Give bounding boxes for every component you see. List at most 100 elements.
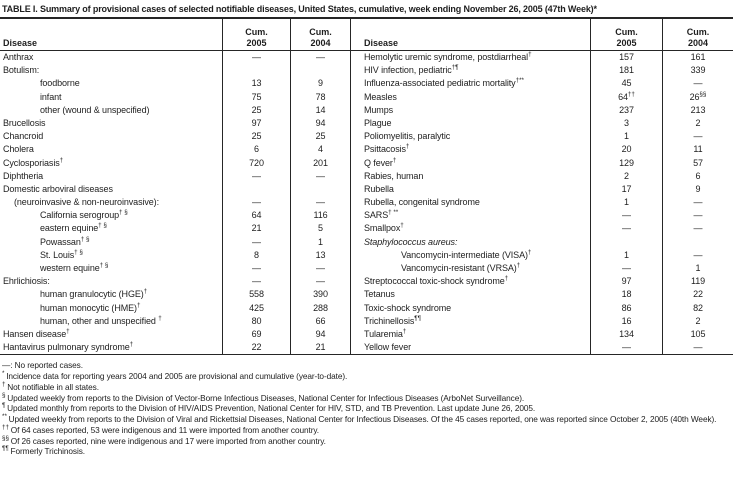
footnote: ¶ Updated monthly from reports to the Di… <box>2 403 731 414</box>
table-row: human granulocytic (HGE)† 558 390 Tetanus 18… <box>0 288 733 302</box>
cum-2004-value: — <box>290 275 350 289</box>
disease-name: Hansen disease† <box>3 327 70 339</box>
cum-2004-value: — <box>290 262 350 276</box>
cum-2005-value: 1 <box>590 248 662 263</box>
header-disease-right: Disease <box>350 19 590 50</box>
cum-2004-value <box>290 182 350 197</box>
footnote: —: No reported cases. <box>2 360 731 371</box>
header-cum-2005-left: Cum. 2005 <box>222 19 290 50</box>
table-row: California serogroup† § 64 116 SARS† ** — — <box>0 209 733 223</box>
footnote: § Updated weekly from reports to the Div… <box>2 391 731 404</box>
cum-2004-value: — <box>662 77 733 91</box>
footnote: ¶¶ Formerly Trichinosis. <box>2 446 731 457</box>
footnote: †† Of 64 cases reported, 53 were indigen… <box>2 424 731 436</box>
cum-2005-value: 558 <box>222 288 290 302</box>
cum-2004-value: 288 <box>290 301 350 315</box>
cum-2005-value: 17 <box>590 182 662 197</box>
cum-2005-value: 181 <box>590 64 662 78</box>
disease-name: Mumps <box>350 103 590 117</box>
cum-2004-value: 1 <box>290 235 350 249</box>
disease-name: Chancroid <box>3 131 44 142</box>
cum-2005-value: 8 <box>222 248 290 263</box>
footnote: * Incidence data for reporting years 200… <box>2 371 731 382</box>
cum-2004-value: 2 <box>662 314 733 328</box>
table-row: Hansen disease† 69 94 Tularemia† 134 105 <box>0 327 733 342</box>
cum-2004-value: 161 <box>662 51 733 65</box>
disease-name: Psittacosis† <box>350 143 590 157</box>
cum-2005-value: — <box>222 235 290 249</box>
cum-2005-value <box>590 235 662 249</box>
table-body: Anthrax — — Hemolytic uremic syndrome, post… <box>0 51 733 356</box>
disease-name: Vancomycin-resistant (VRSA)† <box>350 262 590 276</box>
footnote-marker: * <box>2 370 7 378</box>
table-row: Diphtheria — — Rabies, human 2 6 <box>0 169 733 183</box>
cum-2004-value: — <box>290 51 350 65</box>
cum-2004-value: 201 <box>290 156 350 170</box>
cum-2004-value: 22 <box>662 288 733 302</box>
disease-name: Hantavirus pulmonary syndrome† <box>3 341 134 353</box>
footnote-marker: ¶¶ <box>2 445 11 453</box>
cum-2004-value: 82 <box>662 301 733 315</box>
cum-2004-value: 116 <box>290 209 350 223</box>
table-row: western equine† § — — Vancomycin-resistant … <box>0 262 733 276</box>
disease-name: Ehrlichiosis: <box>3 276 50 287</box>
cum-2004-value: — <box>662 130 733 144</box>
cum-2005-value: — <box>590 262 662 276</box>
disease-name: Domestic arboviral diseases <box>3 183 113 194</box>
cum-2005-value: 25 <box>222 103 290 117</box>
cum-2004-value: 390 <box>290 288 350 302</box>
cum-2004-value: 6 <box>662 169 733 183</box>
cum-2004-value: — <box>290 169 350 183</box>
cum-2004-value: 26§§ <box>662 90 733 104</box>
cum-2004-value <box>290 64 350 78</box>
footnote: ** Updated weekly from reports to the Di… <box>2 414 731 425</box>
table-row: infant 75 78 Measles 64†† 26§§ <box>0 90 733 104</box>
cum-2005-value: 6 <box>222 143 290 157</box>
table-row: eastern equine† § 21 5 Smallpox† — — <box>0 222 733 236</box>
table-row: Cyclosporiasis† 720 201 Q fever† 129 57 <box>0 156 733 170</box>
cum-2005-value: 97 <box>222 116 290 131</box>
disease-name: eastern equine† § <box>40 222 107 234</box>
cum-2005-value: — <box>222 51 290 65</box>
disease-name: California serogroup† § <box>40 209 128 221</box>
cum-2005-value: — <box>222 196 290 210</box>
cum-2004-value: — <box>290 196 350 210</box>
table-row: Powassan† § —1 Staphylococcus aureus: <box>0 235 733 249</box>
cum-2005-value: 18 <box>590 288 662 302</box>
cum-2005-value: 64 <box>222 209 290 223</box>
disease-name: Cholera <box>3 144 34 155</box>
cum-2005-value: 25 <box>222 130 290 144</box>
cum-2004-value: — <box>662 209 733 223</box>
table-row: foodborne 13 9 Influenza-associated pediatr… <box>0 77 733 91</box>
table-header-row: Disease Cum. 2005 Cum. 2004 Disease Cum. 20… <box>0 17 733 51</box>
disease-name: Diphtheria <box>3 170 44 181</box>
cum-2005-value: — <box>590 222 662 236</box>
disease-name: infant <box>40 91 62 102</box>
table-row: Brucellosis 97 94 Plague 3 2 <box>0 116 733 131</box>
footnote: † Not notifiable in all states. <box>2 381 731 393</box>
cum-2004-value: 94 <box>290 116 350 131</box>
cum-2004-value: 105 <box>662 327 733 342</box>
cum-2005-value: 2 <box>590 169 662 183</box>
cum-2004-value: — <box>662 222 733 236</box>
cum-2004-value: 5 <box>290 222 350 236</box>
disease-name: St. Louis† § <box>40 248 83 260</box>
disease-name: Smallpox† <box>350 222 590 236</box>
cum-2004-value <box>662 235 733 249</box>
disease-name: Rubella, congenital syndrome <box>350 196 590 210</box>
cum-2005-value <box>222 64 290 78</box>
table-row: other (wound & unspecified) 25 14 Mumps 237 2… <box>0 103 733 117</box>
footnote-text: Not notifiable in all states. <box>7 381 99 392</box>
table-title: TABLE I. Summary of provisional cases of… <box>2 4 597 14</box>
footnote-marker: † <box>2 381 8 389</box>
footnote-marker: —: <box>2 360 15 371</box>
disease-name: HIV infection, pediatric†¶ <box>350 64 590 78</box>
header-disease-left: Disease <box>3 37 38 48</box>
disease-name: Streptococcal toxic-shock syndrome† <box>350 275 590 289</box>
footnote: §§ Of 26 cases reported, nine were indig… <box>2 435 731 447</box>
table-row: Hantavirus pulmonary syndrome† 22 21 Yellow… <box>0 341 733 355</box>
footnotes: —: No reported cases. * Incidence data fo… <box>0 355 733 457</box>
footnote-marker: § <box>2 391 8 399</box>
table-row: human monocytic (HME)† 425 288 Toxic-shock … <box>0 301 733 315</box>
cum-2005-value: 720 <box>222 156 290 170</box>
